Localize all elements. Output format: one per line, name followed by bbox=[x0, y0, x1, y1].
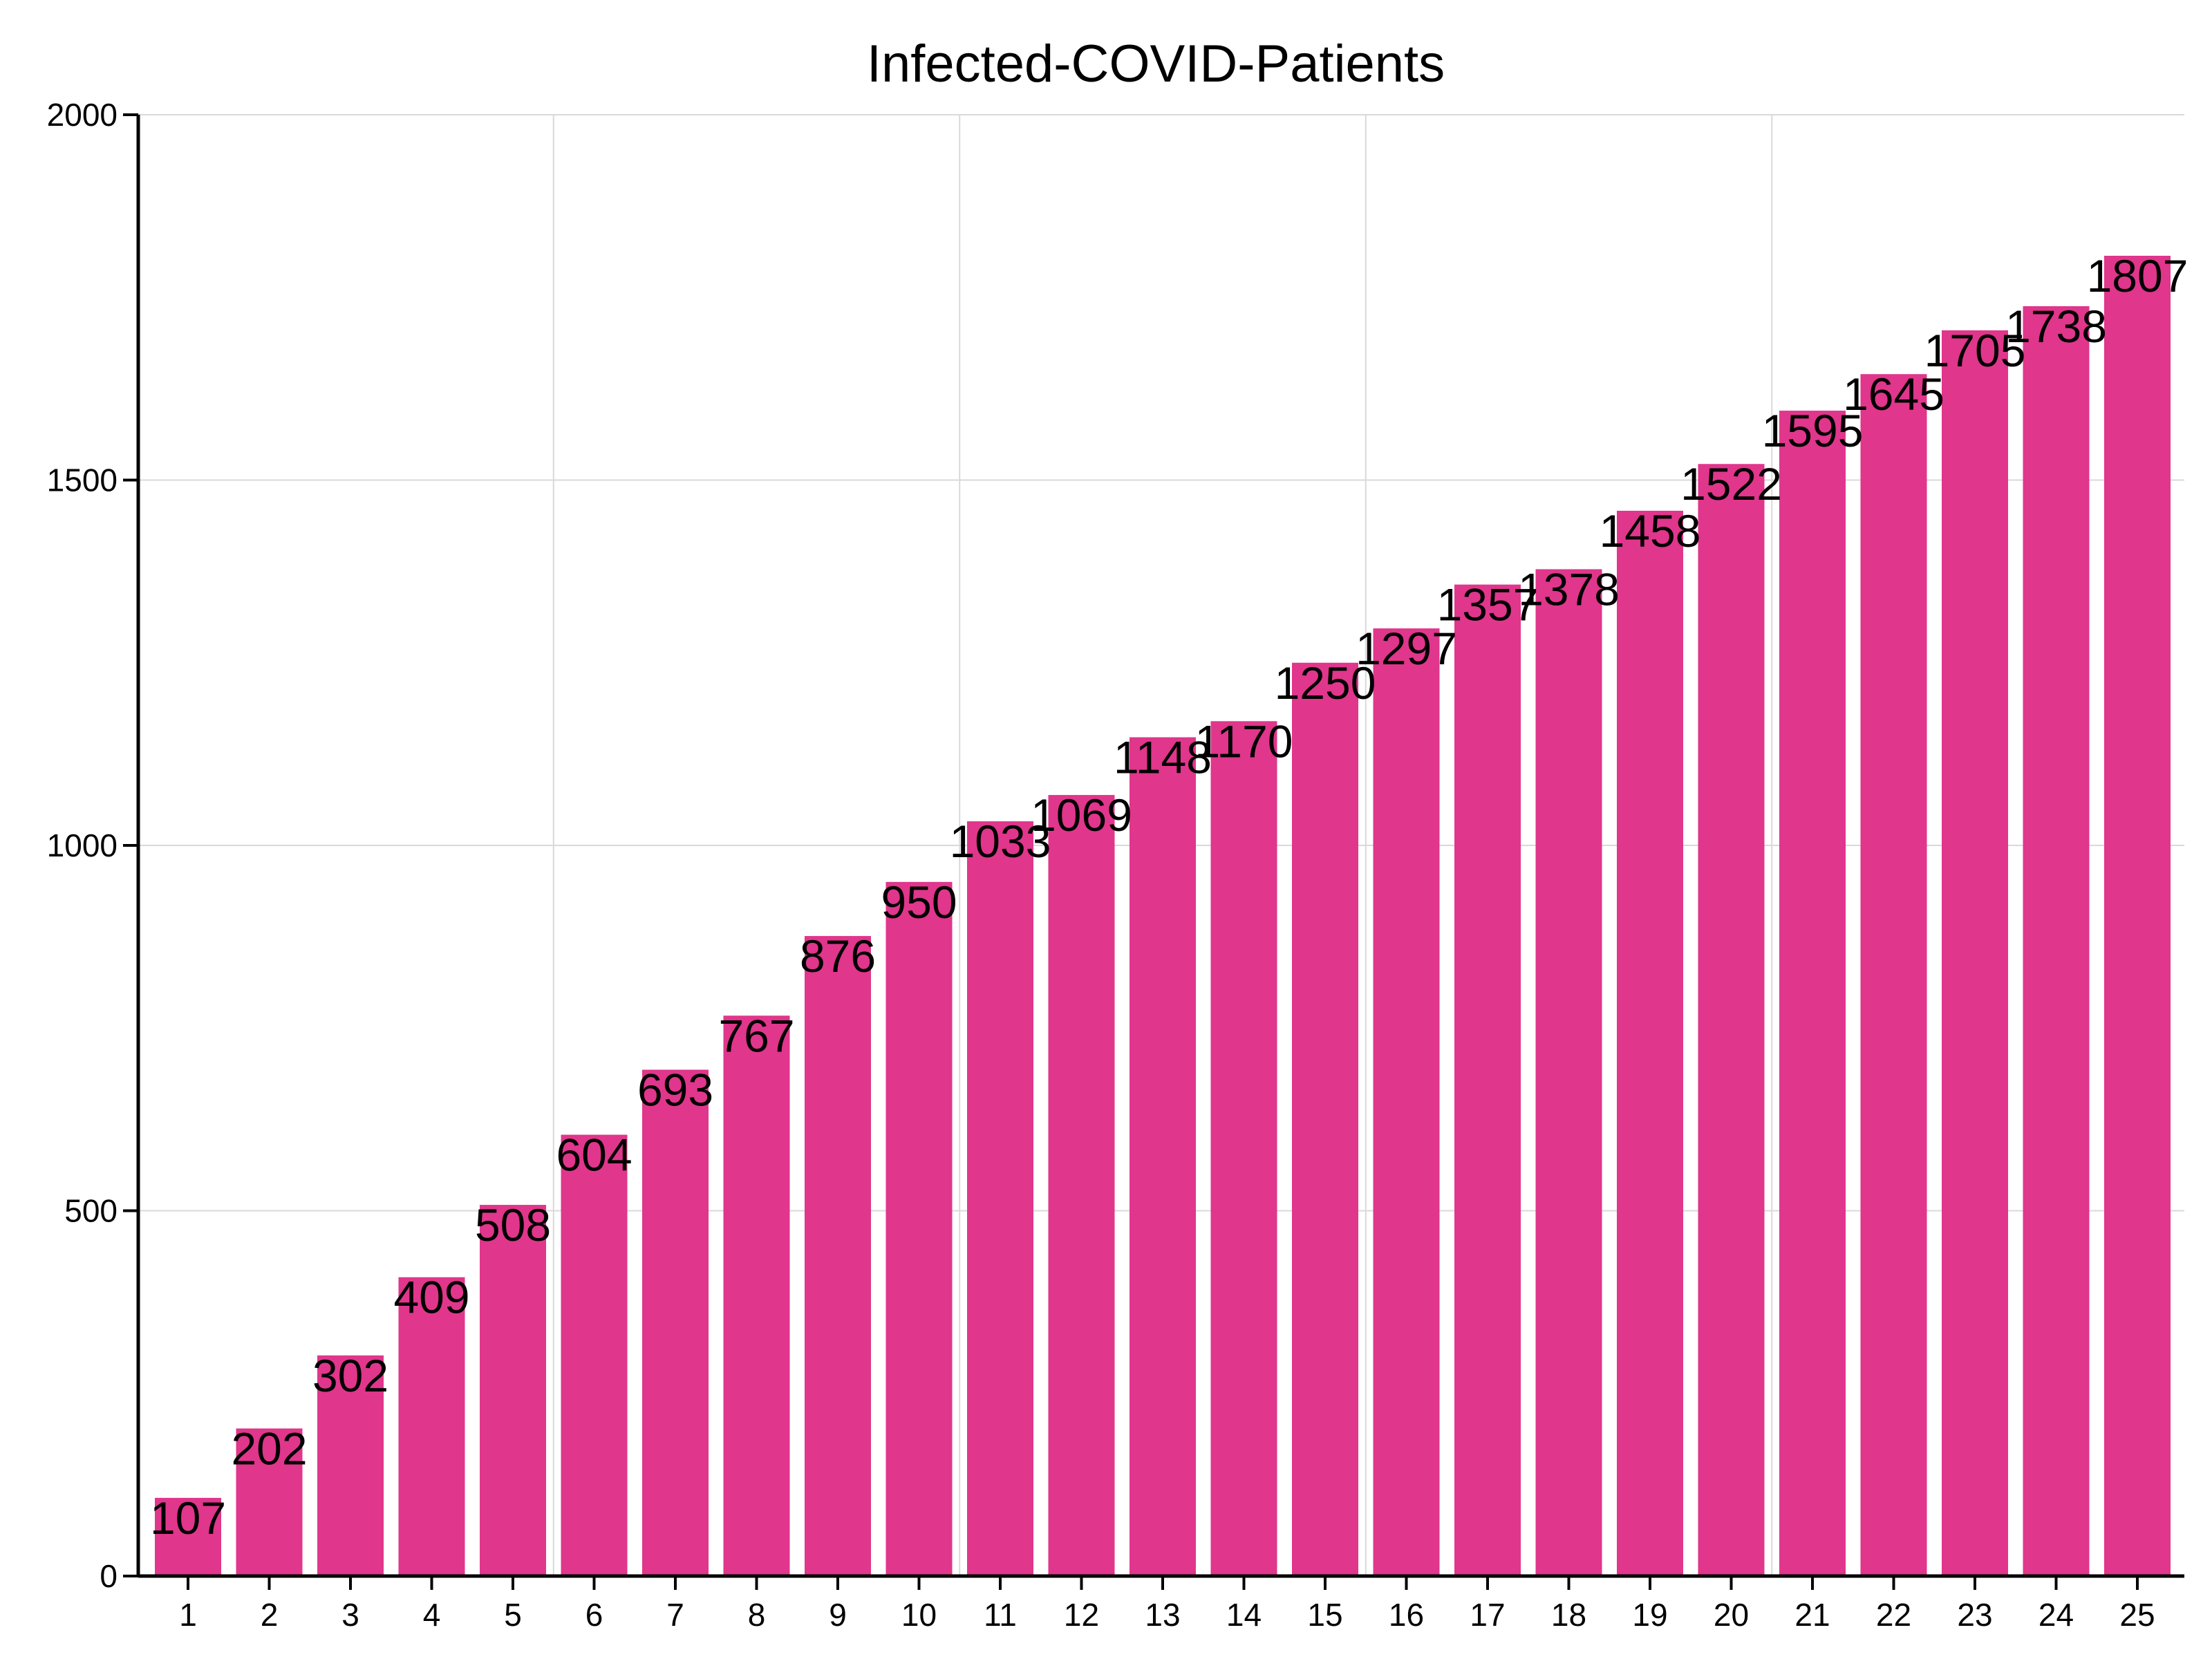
data-label: 1069 bbox=[1031, 789, 1132, 841]
x-tick-label: 8 bbox=[748, 1597, 766, 1633]
data-label: 1458 bbox=[1600, 505, 1701, 556]
x-tick-label: 11 bbox=[984, 1597, 1017, 1633]
bar bbox=[561, 1134, 628, 1576]
bar bbox=[885, 881, 953, 1576]
bar bbox=[155, 1497, 221, 1576]
data-label: 1357 bbox=[1437, 579, 1539, 630]
bar bbox=[1860, 374, 1927, 1576]
data-label: 693 bbox=[637, 1064, 713, 1115]
bar bbox=[317, 1355, 384, 1576]
data-label: 950 bbox=[881, 877, 957, 928]
bar bbox=[2023, 306, 2090, 1577]
bar bbox=[642, 1069, 709, 1576]
bar bbox=[480, 1205, 546, 1576]
data-label: 1738 bbox=[2005, 301, 2107, 352]
data-label: 1645 bbox=[1843, 368, 1944, 420]
bar bbox=[1048, 795, 1115, 1576]
bar bbox=[1698, 464, 1765, 1576]
data-label: 409 bbox=[393, 1272, 469, 1323]
y-tick-label: 2000 bbox=[47, 97, 118, 133]
y-tick-label: 0 bbox=[100, 1558, 118, 1594]
data-label: 107 bbox=[150, 1492, 226, 1544]
bars bbox=[155, 256, 2171, 1577]
bar bbox=[967, 821, 1033, 1576]
x-tick-label: 25 bbox=[2119, 1597, 2155, 1633]
chart-title: Infected-COVID-Patients bbox=[867, 35, 1445, 93]
data-label: 302 bbox=[312, 1350, 388, 1401]
x-tick-label: 23 bbox=[1957, 1597, 1992, 1633]
data-label: 1378 bbox=[1518, 563, 1620, 615]
x-tick-label: 6 bbox=[585, 1597, 603, 1633]
data-label: 1148 bbox=[1114, 732, 1212, 783]
data-label: 604 bbox=[556, 1130, 632, 1181]
x-tick-label: 2 bbox=[261, 1597, 279, 1633]
x-tick-label: 5 bbox=[504, 1597, 522, 1633]
bar bbox=[1454, 584, 1521, 1576]
x-tick-label: 15 bbox=[1307, 1597, 1342, 1633]
bar bbox=[1130, 737, 1196, 1576]
data-label: 1250 bbox=[1275, 657, 1376, 709]
x-tick-label: 10 bbox=[901, 1597, 937, 1633]
bar bbox=[398, 1277, 465, 1576]
bar bbox=[805, 936, 871, 1576]
y-tick-label: 500 bbox=[64, 1193, 118, 1229]
data-label: 508 bbox=[475, 1199, 551, 1250]
data-label: 202 bbox=[231, 1423, 307, 1474]
y-tick-label: 1500 bbox=[47, 462, 118, 498]
bar bbox=[1942, 330, 2008, 1577]
x-tick-label: 17 bbox=[1470, 1597, 1505, 1633]
bar bbox=[1373, 628, 1440, 1576]
data-label: 1170 bbox=[1195, 715, 1293, 767]
x-tick-label: 22 bbox=[1876, 1597, 1911, 1633]
data-label: 1033 bbox=[950, 816, 1051, 867]
bar bbox=[2104, 256, 2171, 1577]
bar bbox=[723, 1015, 790, 1576]
x-tick-label: 18 bbox=[1551, 1597, 1586, 1633]
x-tick-label: 16 bbox=[1389, 1597, 1424, 1633]
x-tick-label: 21 bbox=[1794, 1597, 1830, 1633]
bar bbox=[1292, 662, 1358, 1576]
x-tick-label: 24 bbox=[2038, 1597, 2074, 1633]
x-tick-label: 14 bbox=[1226, 1597, 1262, 1633]
x-tick-label: 9 bbox=[829, 1597, 847, 1633]
y-tick-label: 1000 bbox=[47, 827, 118, 863]
x-tick-label: 12 bbox=[1064, 1597, 1099, 1633]
data-label: 1595 bbox=[1762, 405, 1864, 456]
x-tick-label: 19 bbox=[1632, 1597, 1667, 1633]
x-tick-label: 1 bbox=[179, 1597, 197, 1633]
x-tick-label: 13 bbox=[1145, 1597, 1180, 1633]
bar bbox=[236, 1428, 303, 1576]
bar bbox=[1210, 721, 1277, 1576]
data-label: 876 bbox=[800, 930, 876, 982]
x-tick-label: 7 bbox=[666, 1597, 684, 1633]
x-tick-label: 4 bbox=[423, 1597, 441, 1633]
bar bbox=[1779, 411, 1846, 1577]
data-label: 1522 bbox=[1680, 458, 1782, 509]
data-label: 767 bbox=[718, 1010, 794, 1061]
bar bbox=[1535, 569, 1602, 1576]
data-label: 1297 bbox=[1356, 623, 1457, 674]
data-label: 1807 bbox=[2087, 250, 2188, 301]
x-tick-label: 20 bbox=[1714, 1597, 1749, 1633]
data-label: 1705 bbox=[1924, 325, 2026, 376]
x-tick-label: 3 bbox=[341, 1597, 359, 1633]
bar bbox=[1617, 510, 1683, 1576]
